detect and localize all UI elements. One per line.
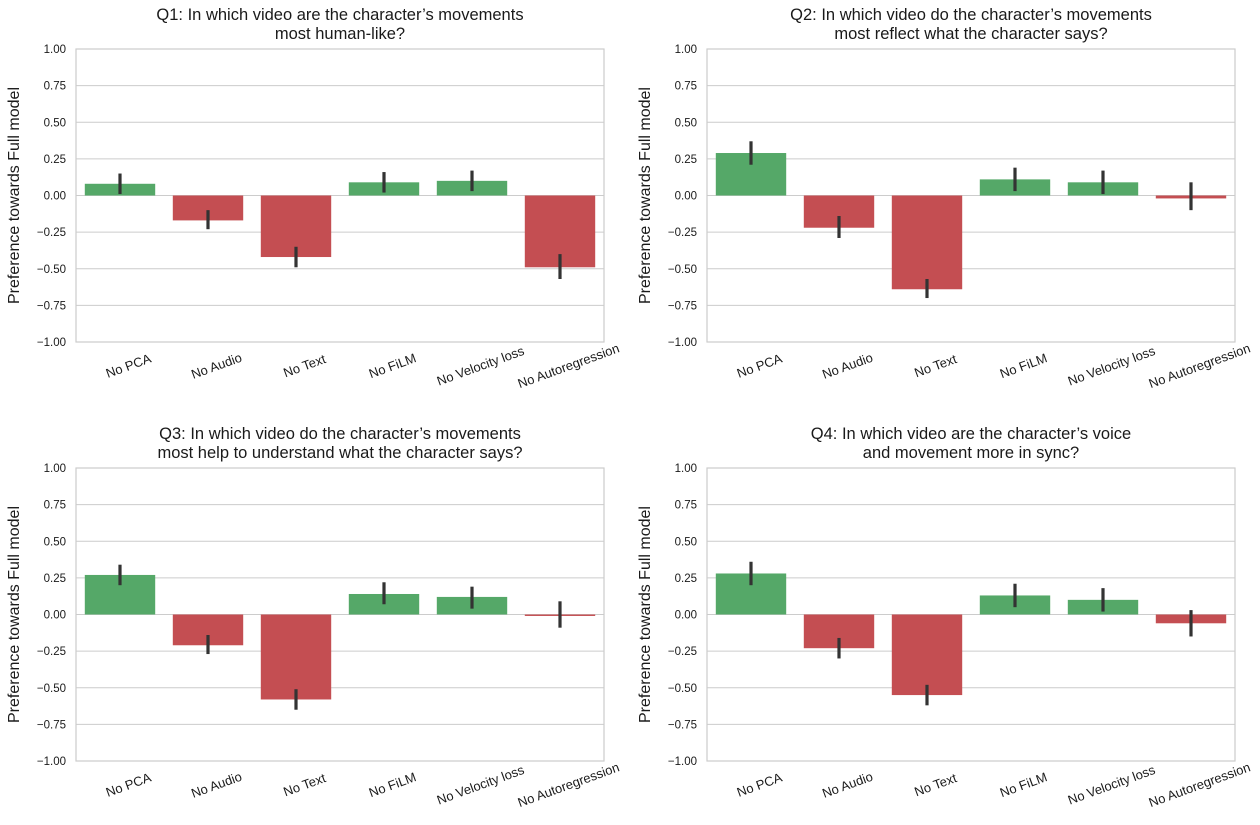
y-tick-label: 0.25 — [675, 154, 697, 166]
y-tick-label: 1.00 — [44, 44, 66, 56]
x-tick-label: No Text — [912, 770, 959, 799]
y-tick-label: 0.50 — [44, 536, 66, 548]
chart-panel-1: Q1: In which video are the character’s m… — [6, 6, 621, 391]
chart-title-line: Q3: In which video do the character’s mo… — [159, 425, 521, 443]
y-tick-label: 0.50 — [44, 117, 66, 129]
y-tick-label: 0.25 — [675, 573, 697, 585]
chart-title: Q1: In which video are the character’s m… — [156, 6, 523, 43]
x-tick-label: No FiLM — [367, 350, 418, 381]
y-tick-label: −0.25 — [37, 227, 66, 239]
chart-title-line: Q2: In which video do the character’s mo… — [790, 6, 1152, 24]
x-tick-label: No PCA — [735, 770, 785, 800]
bar-no-text — [891, 195, 963, 290]
y-tick-label: 0.00 — [675, 610, 697, 622]
chart-title-line: Q4: In which video are the character’s v… — [811, 425, 1131, 443]
y-tick-label: 0.00 — [44, 610, 66, 622]
chart-title-line: Q1: In which video are the character’s m… — [156, 6, 523, 24]
plot-frame — [706, 48, 1236, 343]
y-tick-label: −0.50 — [37, 683, 66, 695]
y-tick-label: −1.00 — [37, 756, 66, 768]
x-tick-label: No Autoregression — [516, 340, 622, 391]
y-tick-label: −0.75 — [37, 719, 66, 731]
bar-no-text — [260, 614, 332, 700]
chart-title-line: most human-like? — [275, 25, 405, 43]
y-tick-label: 0.50 — [675, 536, 697, 548]
y-tick-label: −0.75 — [668, 719, 697, 731]
y-tick-label: 0.75 — [44, 81, 66, 93]
chart-title: Q4: In which video are the character’s v… — [811, 425, 1131, 462]
y-tick-label: −0.50 — [668, 683, 697, 695]
x-tick-label: No Text — [281, 351, 328, 380]
x-tick-label: No Velocity loss — [435, 343, 527, 389]
x-tick-label: No Audio — [820, 350, 875, 382]
y-tick-label: −0.25 — [37, 646, 66, 658]
x-tick-label: No FiLM — [367, 769, 418, 800]
x-tick-label: No Audio — [189, 350, 244, 382]
y-tick-label: −0.25 — [668, 646, 697, 658]
y-tick-label: −1.00 — [668, 337, 697, 349]
chart-panel-4: Q4: In which video are the character’s v… — [637, 425, 1252, 810]
y-tick-label: 0.50 — [675, 117, 697, 129]
chart-title-line: most help to understand what the charact… — [157, 444, 522, 462]
x-tick-label: No Velocity loss — [1066, 343, 1158, 389]
chart-panel-3: Q3: In which video do the character’s mo… — [6, 425, 621, 810]
y-tick-label: 0.00 — [44, 191, 66, 203]
plot-frame — [706, 467, 1236, 762]
y-tick-label: −0.25 — [668, 227, 697, 239]
y-tick-label: 1.00 — [675, 44, 697, 56]
y-tick-label: −1.00 — [668, 756, 697, 768]
y-tick-label: 0.75 — [44, 500, 66, 512]
x-tick-label: No Text — [281, 770, 328, 799]
chart-title: Q3: In which video do the character’s mo… — [157, 425, 522, 462]
plot-frame — [75, 48, 605, 343]
x-tick-label: No Autoregression — [1147, 340, 1253, 391]
x-tick-label: No PCA — [735, 351, 785, 381]
x-tick-label: No Autoregression — [1147, 759, 1253, 810]
x-tick-label: No FiLM — [998, 769, 1049, 800]
x-tick-label: No Audio — [820, 769, 875, 801]
chart-title-line: most reflect what the character says? — [834, 25, 1107, 43]
x-tick-label: No Audio — [189, 769, 244, 801]
y-axis-label: Preference towards Full model — [6, 87, 23, 304]
y-tick-label: 0.75 — [675, 81, 697, 93]
y-tick-label: −0.75 — [668, 300, 697, 312]
y-axis-label: Preference towards Full model — [637, 506, 654, 723]
chart-title-line: and movement more in sync? — [863, 444, 1079, 462]
x-tick-label: No PCA — [104, 351, 154, 381]
chart-title: Q2: In which video do the character’s mo… — [790, 6, 1152, 43]
x-tick-label: No PCA — [104, 770, 154, 800]
y-tick-label: −0.50 — [37, 264, 66, 276]
x-tick-label: No Text — [912, 351, 959, 380]
y-tick-label: −0.75 — [37, 300, 66, 312]
plot-frame — [75, 467, 605, 762]
y-tick-label: 1.00 — [44, 463, 66, 475]
x-tick-label: No Velocity loss — [435, 762, 527, 808]
y-tick-label: 0.25 — [44, 154, 66, 166]
y-axis-label: Preference towards Full model — [637, 87, 654, 304]
y-tick-label: 0.75 — [675, 500, 697, 512]
y-axis-label: Preference towards Full model — [6, 506, 23, 723]
x-tick-label: No Autoregression — [516, 759, 622, 810]
y-tick-label: 0.00 — [675, 191, 697, 203]
x-tick-label: No FiLM — [998, 350, 1049, 381]
y-tick-label: −0.50 — [668, 264, 697, 276]
chart-panel-2: Q2: In which video do the character’s mo… — [637, 6, 1252, 391]
bar-no-text — [891, 614, 963, 696]
x-tick-label: No Velocity loss — [1066, 762, 1158, 808]
y-tick-label: 1.00 — [675, 463, 697, 475]
y-tick-label: 0.25 — [44, 573, 66, 585]
y-tick-label: −1.00 — [37, 337, 66, 349]
